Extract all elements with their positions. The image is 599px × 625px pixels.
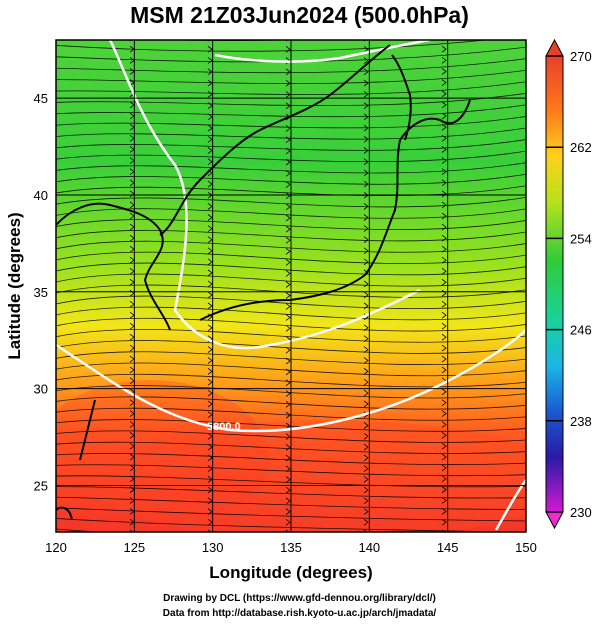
x-tick-label: 145 [437, 540, 459, 555]
colorbar-max-arrow [545, 38, 564, 57]
x-axis-title: Longitude (degrees) [209, 563, 372, 582]
wind-streamlines [56, 40, 526, 532]
page-title: MSM 21Z03Jun2024 (500.0hPa) [130, 2, 469, 28]
colorbar-tick-label: 254 [570, 231, 592, 246]
colorbar-tick-label: 246 [570, 323, 592, 338]
y-tick-label: 25 [34, 479, 48, 494]
colorbar: 270 262 254 246 238 230 [545, 38, 592, 530]
y-tick-label: 45 [34, 91, 48, 106]
height-contour-line [214, 40, 431, 63]
x-tick-label: 120 [45, 540, 67, 555]
y-tick-label: 40 [34, 188, 48, 203]
height-contour-line [56, 329, 526, 433]
contour-label: 5800.0 [207, 421, 241, 433]
y-tick-label: 30 [34, 382, 48, 397]
x-tick-label: 125 [123, 540, 145, 555]
plot-frame [55, 39, 527, 533]
coastlines [56, 44, 471, 521]
credit-data: Data from http://database.rish.kyoto-u.a… [162, 608, 437, 619]
x-tick-label: 130 [202, 540, 224, 555]
colorbar-tick-label: 230 [570, 505, 592, 520]
x-tick-label: 140 [358, 540, 380, 555]
height-contour-line [108, 40, 421, 350]
x-tick-label: 135 [280, 540, 302, 555]
height-contour-line [494, 479, 526, 531]
credit-drawing: Drawing by DCL (https://www.gfd-dennou.o… [163, 593, 436, 604]
colorbar-tick-label: 262 [570, 140, 592, 155]
y-axis-title: Latitude (degrees) [5, 212, 24, 359]
colorbar-min-arrow [545, 511, 564, 530]
colorbar-tick-label: 270 [570, 49, 592, 64]
lat-lon-grid [56, 40, 526, 532]
colorbar-tick-label: 238 [570, 414, 592, 429]
x-tick-label: 150 [515, 540, 537, 555]
y-tick-label: 35 [34, 285, 48, 300]
